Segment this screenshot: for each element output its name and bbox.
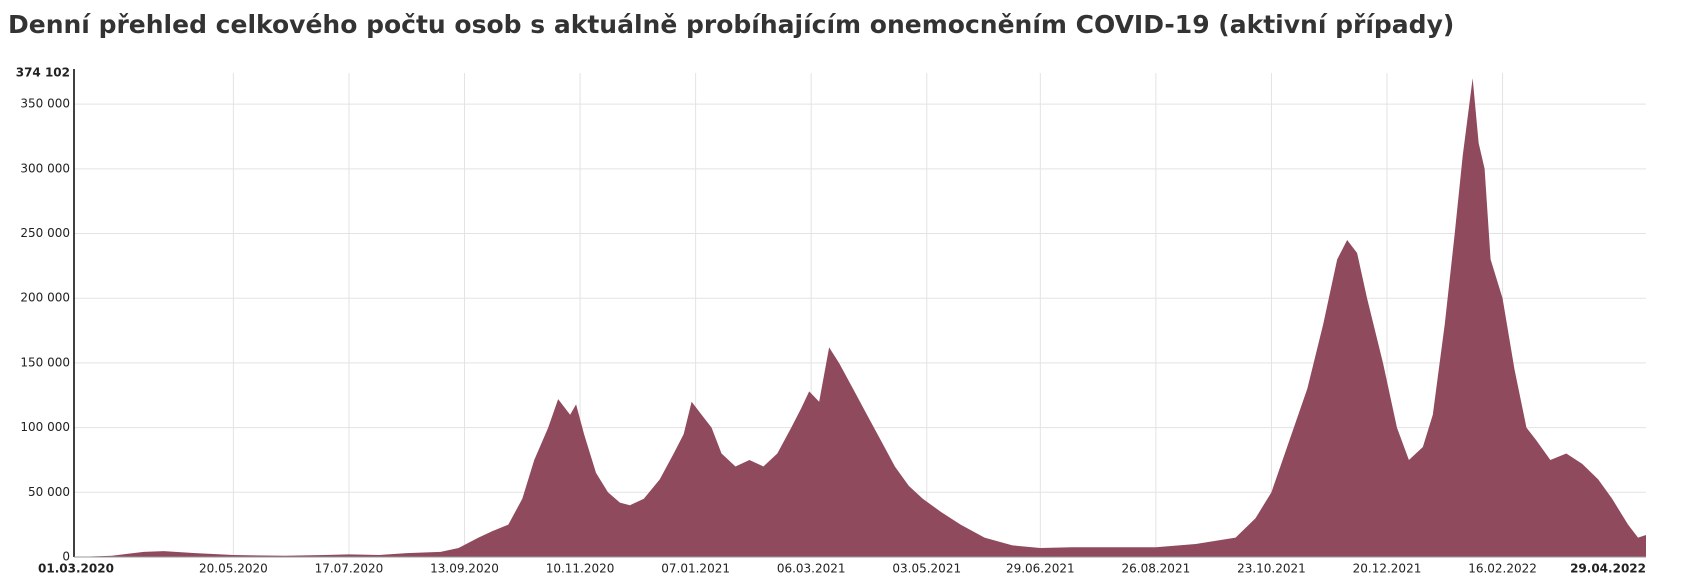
- x-tick-label: 29.06.2021: [1006, 562, 1075, 576]
- x-tick-label: 06.03.2021: [777, 562, 846, 576]
- y-tick-label: 200 000: [20, 291, 70, 305]
- x-tick-label: 20.12.2021: [1353, 562, 1422, 576]
- y-tick-label: 250 000: [20, 226, 70, 240]
- y-tick-label: 374 102: [16, 66, 70, 80]
- x-tick-label: 10.11.2020: [546, 562, 615, 576]
- x-tick-label: 01.03.2020: [38, 562, 114, 576]
- y-tick-label: 0: [62, 550, 70, 564]
- x-tick-label: 03.05.2021: [892, 562, 961, 576]
- x-tick-label: 17.07.2020: [315, 562, 384, 576]
- x-tick-label: 16.02.2022: [1468, 562, 1537, 576]
- y-tick-label: 150 000: [20, 355, 70, 369]
- chart-title: Denní přehled celkového počtu osob s akt…: [8, 10, 1454, 39]
- y-tick-label: 100 000: [20, 420, 70, 434]
- x-tick-label: 26.08.2021: [1122, 562, 1191, 576]
- y-tick-label: 300 000: [20, 161, 70, 175]
- x-tick-label: 23.10.2021: [1237, 562, 1306, 576]
- y-tick-label: 350 000: [20, 97, 70, 111]
- area: [74, 78, 1646, 557]
- x-tick-label: 20.05.2020: [199, 562, 268, 576]
- x-tick-label: 13.09.2020: [430, 562, 499, 576]
- x-tick-label: 29.04.2022: [1570, 562, 1646, 576]
- x-tick-label: 07.01.2021: [661, 562, 730, 576]
- y-tick-label: 50 000: [28, 485, 70, 499]
